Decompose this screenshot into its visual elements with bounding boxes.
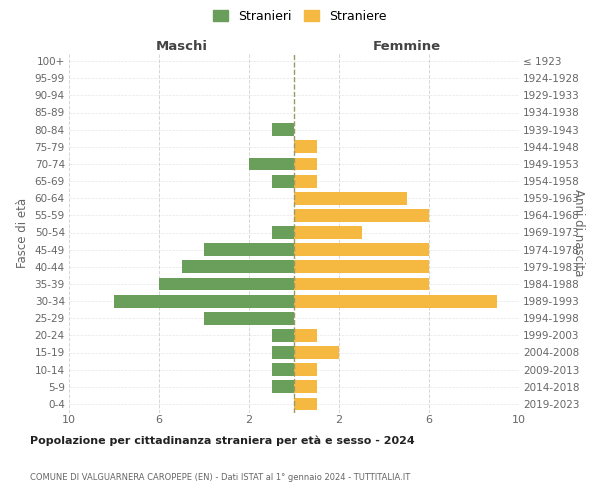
Bar — [294, 380, 317, 393]
Bar — [294, 329, 317, 342]
Bar — [294, 346, 339, 359]
Bar — [271, 329, 294, 342]
Bar — [271, 174, 294, 188]
Bar — [114, 294, 294, 308]
Bar — [294, 363, 317, 376]
Bar — [182, 260, 294, 273]
Legend: Stranieri, Straniere: Stranieri, Straniere — [209, 6, 391, 26]
Bar — [271, 123, 294, 136]
Bar — [294, 278, 429, 290]
Bar — [271, 380, 294, 393]
Text: COMUNE DI VALGUARNERA CAROPEPE (EN) - Dati ISTAT al 1° gennaio 2024 - TUTTITALIA: COMUNE DI VALGUARNERA CAROPEPE (EN) - Da… — [30, 472, 410, 482]
Y-axis label: Anni di nascita: Anni di nascita — [572, 189, 586, 276]
Y-axis label: Fasce di età: Fasce di età — [16, 198, 29, 268]
Bar — [271, 226, 294, 239]
Bar — [294, 192, 407, 204]
Bar — [294, 209, 429, 222]
Text: Popolazione per cittadinanza straniera per età e sesso - 2024: Popolazione per cittadinanza straniera p… — [30, 435, 415, 446]
Text: Femmine: Femmine — [373, 40, 440, 52]
Bar — [294, 174, 317, 188]
Bar — [294, 260, 429, 273]
Bar — [294, 158, 317, 170]
Bar — [294, 226, 361, 239]
Bar — [271, 363, 294, 376]
Bar — [271, 346, 294, 359]
Bar — [294, 398, 317, 410]
Text: Maschi: Maschi — [155, 40, 208, 52]
Bar — [294, 243, 429, 256]
Bar — [294, 140, 317, 153]
Bar — [204, 243, 294, 256]
Bar — [204, 312, 294, 324]
Bar — [159, 278, 294, 290]
Bar — [249, 158, 294, 170]
Bar — [294, 294, 497, 308]
